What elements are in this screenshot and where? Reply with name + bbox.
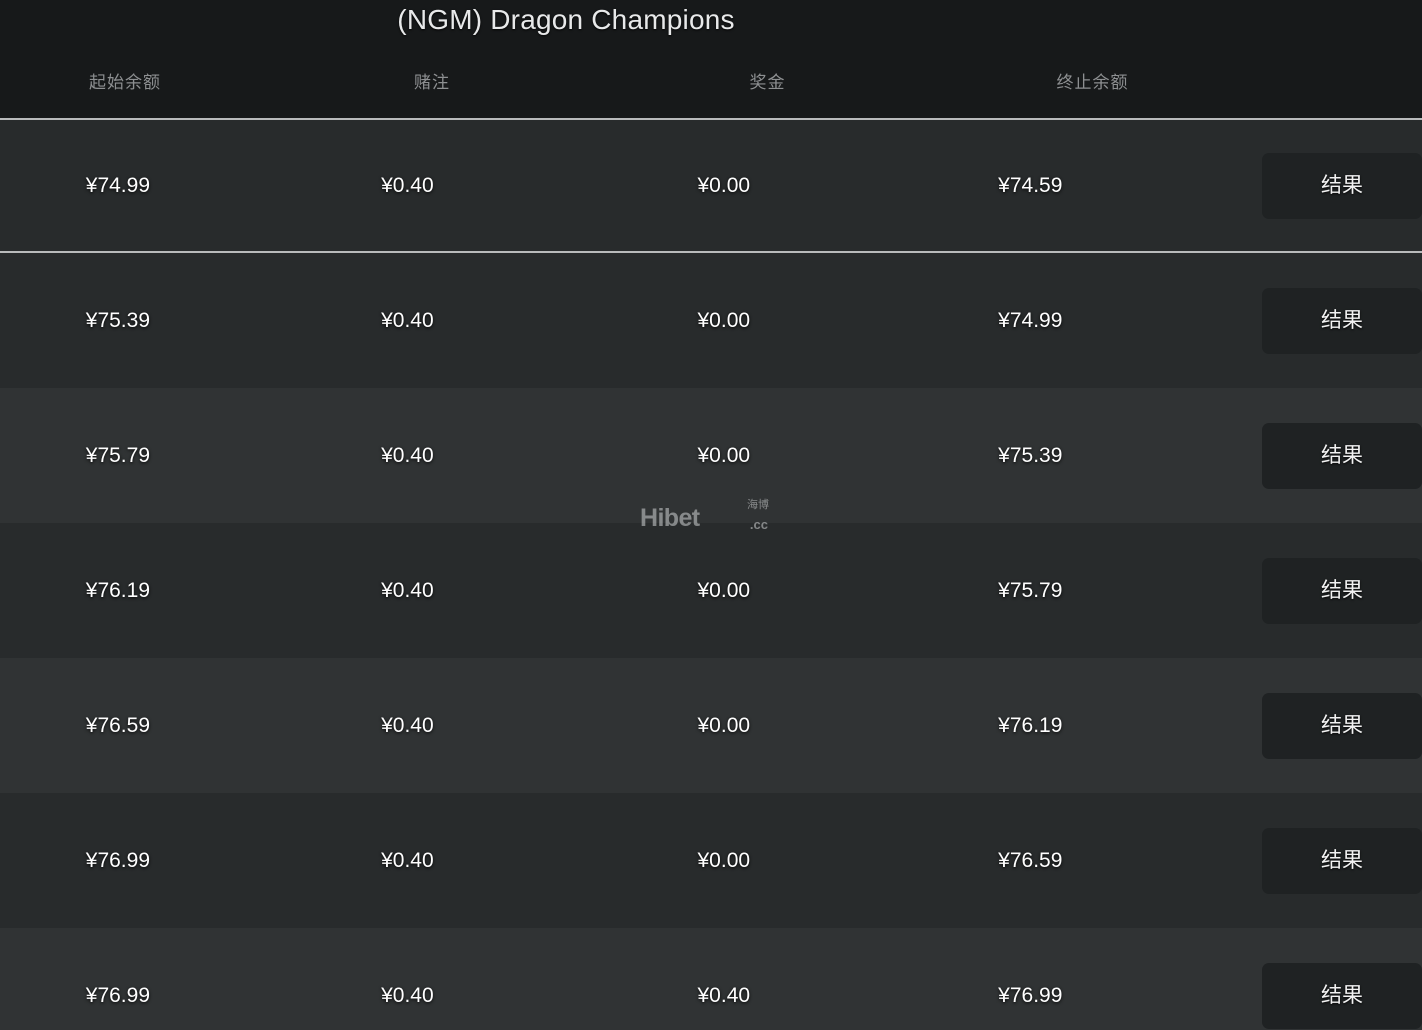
game-title: (NGM) Dragon Champions [397, 4, 735, 35]
table-row[interactable]: ¥75.79 ¥0.40 ¥0.00 ¥75.39 结果 [0, 388, 1422, 523]
cell-prize: ¥0.40 [697, 983, 751, 1007]
result-button[interactable]: 结果 [1262, 557, 1422, 624]
column-header-prize: 奖金 [749, 73, 786, 92]
result-button[interactable]: 结果 [1262, 287, 1422, 354]
panel-header: (NGM) Dragon Champions 起始余额 赌注 奖金 终止余额 [0, 0, 1422, 118]
cell-prize: ¥0.00 [697, 848, 751, 872]
cell-starting-balance: ¥75.79 [85, 443, 150, 467]
column-header-row: 起始余额 赌注 奖金 终止余额 [0, 68, 1422, 102]
cell-ending-balance: ¥76.19 [998, 713, 1063, 737]
cell-prize: ¥0.00 [697, 443, 751, 467]
table-row[interactable]: ¥76.19 ¥0.40 ¥0.00 ¥75.79 结果 [0, 523, 1422, 658]
cell-action: 结果 [1192, 962, 1422, 1029]
cell-action: 结果 [1192, 827, 1422, 894]
result-button[interactable]: 结果 [1262, 422, 1422, 489]
cell-prize: ¥0.00 [697, 578, 751, 602]
cell-prize: ¥0.00 [697, 713, 751, 737]
cell-starting-balance: ¥76.99 [85, 983, 150, 1007]
cell-bet: ¥0.40 [381, 578, 434, 602]
result-button[interactable]: 结果 [1262, 962, 1422, 1029]
cell-action: 结果 [1192, 557, 1422, 624]
cell-bet: ¥0.40 [381, 983, 434, 1007]
cell-action: 结果 [1192, 152, 1422, 219]
cell-ending-balance: ¥76.59 [998, 848, 1063, 872]
cell-action: 结果 [1192, 287, 1422, 354]
cell-bet: ¥0.40 [381, 848, 434, 872]
column-header-bet: 赌注 [414, 73, 450, 92]
table-row[interactable]: ¥75.39 ¥0.40 ¥0.00 ¥74.99 结果 [0, 253, 1422, 388]
cell-starting-balance: ¥76.19 [85, 578, 150, 602]
cell-action: 结果 [1192, 692, 1422, 759]
table-row[interactable]: ¥76.99 ¥0.40 ¥0.40 ¥76.99 结果 [0, 928, 1422, 1030]
cell-bet: ¥0.40 [381, 443, 434, 467]
cell-starting-balance: ¥76.59 [85, 713, 150, 737]
cell-bet: ¥0.40 [381, 713, 434, 737]
column-header-ending-balance: 终止余额 [1056, 73, 1129, 92]
cell-ending-balance: ¥75.39 [998, 443, 1063, 467]
cell-bet: ¥0.40 [381, 173, 434, 197]
cell-ending-balance: ¥76.99 [998, 983, 1063, 1007]
bet-history-table: ¥74.99 ¥0.40 ¥0.00 ¥74.59 结果 ¥75.39 ¥0.4… [0, 118, 1422, 1030]
table-row[interactable]: ¥74.99 ¥0.40 ¥0.00 ¥74.59 结果 [0, 118, 1422, 253]
column-header-starting-balance: 起始余额 [89, 73, 161, 92]
cell-ending-balance: ¥74.99 [998, 308, 1063, 332]
cell-starting-balance: ¥76.99 [85, 848, 150, 872]
cell-bet: ¥0.40 [381, 308, 434, 332]
cell-starting-balance: ¥75.39 [85, 308, 150, 332]
result-button[interactable]: 结果 [1262, 152, 1422, 219]
cell-prize: ¥0.00 [697, 173, 751, 197]
cell-prize: ¥0.00 [697, 308, 751, 332]
result-button[interactable]: 结果 [1262, 692, 1422, 759]
cell-action: 结果 [1192, 422, 1422, 489]
cell-ending-balance: ¥75.79 [998, 578, 1063, 602]
table-row[interactable]: ¥76.59 ¥0.40 ¥0.00 ¥76.19 结果 [0, 658, 1422, 793]
table-row[interactable]: ¥76.99 ¥0.40 ¥0.00 ¥76.59 结果 [0, 793, 1422, 928]
cell-starting-balance: ¥74.99 [85, 173, 150, 197]
result-button[interactable]: 结果 [1262, 827, 1422, 894]
cell-ending-balance: ¥74.59 [998, 173, 1063, 197]
